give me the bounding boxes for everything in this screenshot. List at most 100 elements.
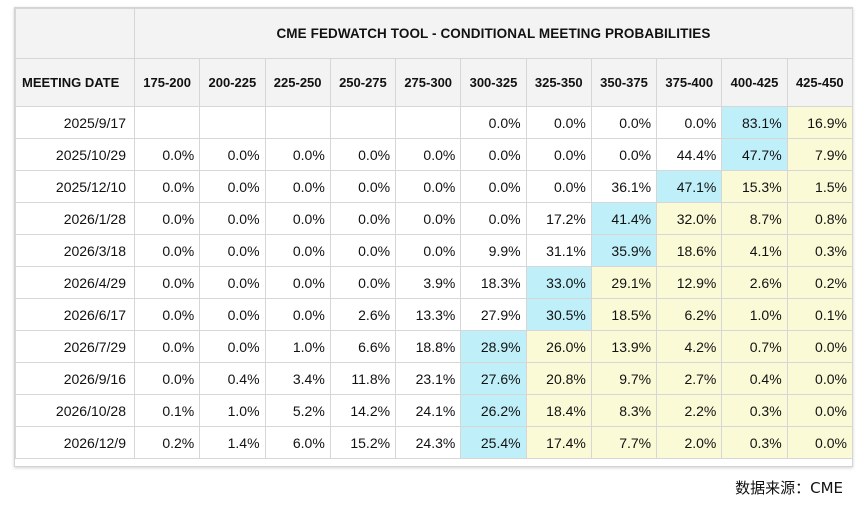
probability-cell: 18.4% [525, 394, 592, 427]
probability-cell: 36.1% [590, 170, 658, 203]
meeting-date-cell: 2026/10/28 [15, 394, 135, 427]
probability-cell: 0.0% [329, 170, 397, 203]
probability-cell: 6.0% [264, 426, 331, 459]
probability-cell: 0.4% [199, 362, 266, 395]
probability-cell [264, 106, 331, 139]
meeting-date-cell: 2026/1/28 [15, 202, 135, 235]
probability-cell: 0.3% [721, 394, 788, 427]
probability-cell: 24.1% [395, 394, 462, 427]
probability-cell: 18.6% [656, 234, 723, 267]
title-corner-cell [15, 8, 135, 59]
probability-cell: 0.0% [133, 170, 201, 203]
probability-cell: 30.5% [525, 298, 592, 331]
table-title: CME FEDWATCH TOOL - CONDITIONAL MEETING … [134, 8, 853, 59]
table-row: 2026/12/9 0.2% 1.4% 6.0% 15.2% 24.3% 25.4% 17.4… [15, 426, 853, 459]
probability-cell: 18.8% [395, 330, 462, 363]
rate-range-header: 350-375 [590, 58, 658, 107]
probability-cell: 2.6% [329, 298, 397, 331]
probability-cell: 35.9% [590, 234, 658, 267]
rate-range-header: 300-325 [460, 58, 527, 107]
probability-cell: 2.6% [721, 266, 788, 299]
probability-cell: 8.7% [721, 202, 788, 235]
probability-cell: 1.0% [199, 394, 266, 427]
probability-cell: 0.0% [786, 330, 853, 363]
probability-cell: 0.0% [133, 298, 201, 331]
probability-cell: 0.0% [264, 266, 331, 299]
probability-cell: 0.0% [133, 234, 201, 267]
probability-cell: 0.2% [786, 266, 853, 299]
probability-cell: 0.0% [329, 202, 397, 235]
probability-cell: 2.7% [656, 362, 723, 395]
table-row: 2025/12/10 0.0% 0.0% 0.0% 0.0% 0.0% 0.0% 0.0% 36… [15, 170, 853, 203]
probability-cell: 1.5% [786, 170, 853, 203]
probability-cell: 23.1% [395, 362, 462, 395]
meeting-date-cell: 2026/4/29 [15, 266, 135, 299]
probability-cell: 2.0% [656, 426, 723, 459]
probability-cell: 18.5% [590, 298, 658, 331]
probability-cell: 25.4% [460, 426, 527, 459]
probability-cell: 0.0% [395, 202, 462, 235]
probability-cell: 0.0% [199, 170, 266, 203]
probability-cell: 26.2% [460, 394, 527, 427]
probability-cell: 2.2% [656, 394, 723, 427]
probability-cell: 83.1% [721, 106, 788, 139]
table-row: 2026/7/29 0.0% 0.0% 1.0% 6.6% 18.8% 28.9% 26.0%… [15, 330, 853, 363]
probability-cell: 0.0% [786, 394, 853, 427]
probability-cell: 24.3% [395, 426, 462, 459]
probability-cell: 1.0% [264, 330, 331, 363]
probability-cell: 32.0% [656, 202, 723, 235]
probability-cell: 0.0% [590, 138, 658, 171]
probability-cell: 4.1% [721, 234, 788, 267]
probability-cell: 0.0% [264, 170, 331, 203]
probability-cell: 17.2% [525, 202, 592, 235]
probability-cell: 0.0% [460, 138, 527, 171]
rate-range-header: 175-200 [133, 58, 201, 107]
probability-cell: 13.3% [395, 298, 462, 331]
probability-cell [329, 106, 397, 139]
probability-cell: 0.0% [264, 234, 331, 267]
rate-range-header: 200-225 [199, 58, 266, 107]
probability-cell: 0.4% [721, 362, 788, 395]
probability-cell: 0.0% [395, 170, 462, 203]
probability-cell: 3.9% [395, 266, 462, 299]
probability-cell: 9.7% [590, 362, 658, 395]
probability-cell: 6.2% [656, 298, 723, 331]
probability-cell: 0.0% [199, 266, 266, 299]
meeting-date-cell: 2025/12/10 [15, 170, 135, 203]
probability-cell: 0.0% [199, 138, 266, 171]
table-row: 2025/10/29 0.0% 0.0% 0.0% 0.0% 0.0% 0.0% 0.0% 0.… [15, 138, 853, 171]
meeting-date-cell: 2025/9/17 [15, 106, 135, 139]
table-row: 2026/3/18 0.0% 0.0% 0.0% 0.0% 0.0% 9.9% 31.1% 35… [15, 234, 853, 267]
probability-cell: 8.3% [590, 394, 658, 427]
probability-cell: 12.9% [656, 266, 723, 299]
probability-cell: 0.0% [656, 106, 723, 139]
probability-cell: 0.0% [395, 138, 462, 171]
table-body: 2025/9/17 0.0% 0.0% 0.0% 0.0% 83.1% 16.9% 2025/… [15, 106, 853, 459]
probability-cell: 0.0% [199, 202, 266, 235]
fedwatch-table-panel: CME FEDWATCH TOOL - CONDITIONAL MEETING … [14, 7, 853, 467]
probability-cell: 0.2% [133, 426, 201, 459]
table-row: 2026/9/16 0.0% 0.4% 3.4% 11.8% 23.1% 27.6% 20.8… [15, 362, 853, 395]
probability-cell: 26.0% [525, 330, 592, 363]
probability-cell: 0.0% [786, 426, 853, 459]
probability-cell: 3.4% [264, 362, 331, 395]
probability-cell: 17.4% [525, 426, 592, 459]
rate-range-header: 425-450 [786, 58, 853, 107]
table-row: 2026/6/17 0.0% 0.0% 0.0% 2.6% 13.3% 27.9% 30.5%… [15, 298, 853, 331]
probability-cell: 47.1% [656, 170, 723, 203]
rate-range-header: 250-275 [329, 58, 397, 107]
title-row: CME FEDWATCH TOOL - CONDITIONAL MEETING … [15, 8, 853, 59]
probability-cell: 0.0% [460, 170, 527, 203]
probability-cell: 0.0% [329, 266, 397, 299]
probability-cell: 15.2% [329, 426, 397, 459]
probability-cell: 44.4% [656, 138, 723, 171]
probability-cell: 0.0% [460, 106, 527, 139]
probability-cell: 0.7% [721, 330, 788, 363]
probability-cell: 47.7% [721, 138, 788, 171]
probability-cell: 0.1% [133, 394, 201, 427]
probability-cell: 0.0% [525, 170, 592, 203]
probability-cell: 0.3% [721, 426, 788, 459]
meeting-date-cell: 2026/12/9 [15, 426, 135, 459]
probability-cell: 0.0% [133, 330, 201, 363]
probability-cell: 0.0% [199, 234, 266, 267]
